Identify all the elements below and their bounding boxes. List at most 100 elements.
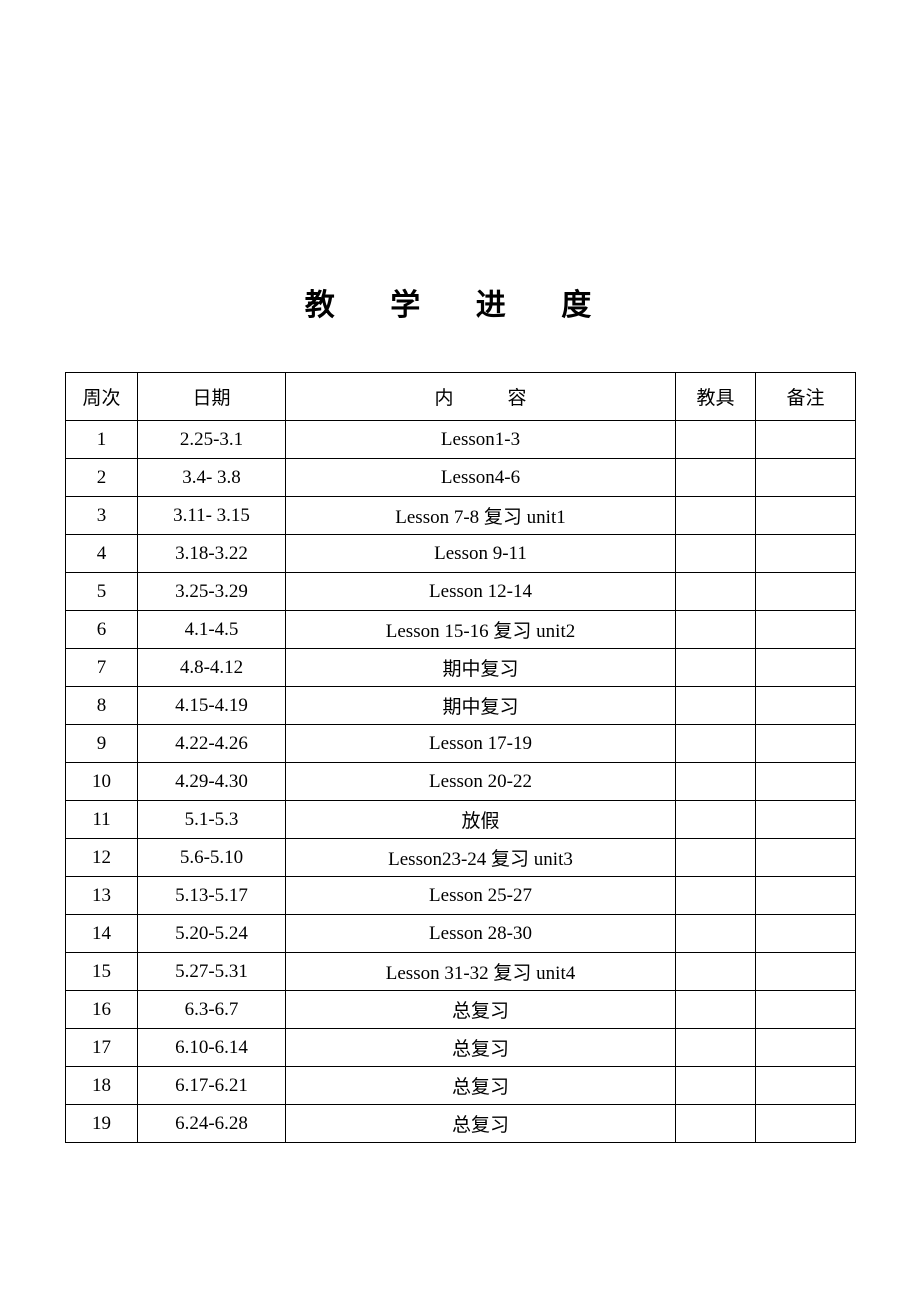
table-row: 53.25-3.29Lesson 12-14 [66, 573, 856, 611]
header-week: 周次 [66, 373, 138, 421]
cell-content: 期中复习 [286, 649, 676, 687]
table-row: 155.27-5.31Lesson 31-32 复习 unit4 [66, 953, 856, 991]
cell-content: 放假 [286, 801, 676, 839]
table-row: 94.22-4.26Lesson 17-19 [66, 725, 856, 763]
cell-date: 4.22-4.26 [138, 725, 286, 763]
header-content: 内容 [286, 373, 676, 421]
document-title: 教 学 进 度 [65, 280, 855, 324]
cell-content: Lesson 28-30 [286, 915, 676, 953]
cell-week: 3 [66, 497, 138, 535]
cell-tool [676, 801, 756, 839]
cell-date: 6.10-6.14 [138, 1029, 286, 1067]
table-row: 145.20-5.24Lesson 28-30 [66, 915, 856, 953]
cell-tool [676, 1105, 756, 1143]
cell-tool [676, 763, 756, 801]
header-date: 日期 [138, 373, 286, 421]
table-header-row: 周次 日期 内容 教具 备注 [66, 373, 856, 421]
table-row: 23.4- 3.8Lesson4-6 [66, 459, 856, 497]
cell-tool [676, 497, 756, 535]
cell-content: Lesson 7-8 复习 unit1 [286, 497, 676, 535]
cell-note [756, 839, 856, 877]
cell-tool [676, 421, 756, 459]
cell-date: 5.6-5.10 [138, 839, 286, 877]
cell-content: Lesson 12-14 [286, 573, 676, 611]
cell-content: Lesson23-24 复习 unit3 [286, 839, 676, 877]
cell-note [756, 915, 856, 953]
cell-week: 8 [66, 687, 138, 725]
cell-week: 18 [66, 1067, 138, 1105]
cell-content: Lesson 25-27 [286, 877, 676, 915]
cell-note [756, 459, 856, 497]
cell-content: Lesson 17-19 [286, 725, 676, 763]
table-row: 64.1-4.5Lesson 15-16 复习 unit2 [66, 611, 856, 649]
table-row: 196.24-6.28总复习 [66, 1105, 856, 1143]
table-row: 176.10-6.14总复习 [66, 1029, 856, 1067]
cell-note [756, 497, 856, 535]
cell-week: 4 [66, 535, 138, 573]
cell-content: Lesson1-3 [286, 421, 676, 459]
cell-week: 9 [66, 725, 138, 763]
cell-tool [676, 687, 756, 725]
cell-note [756, 573, 856, 611]
table-row: 74.8-4.12期中复习 [66, 649, 856, 687]
cell-tool [676, 991, 756, 1029]
cell-note [756, 649, 856, 687]
cell-note [756, 953, 856, 991]
cell-date: 3.18-3.22 [138, 535, 286, 573]
cell-content: 总复习 [286, 1105, 676, 1143]
cell-note [756, 877, 856, 915]
cell-date: 4.1-4.5 [138, 611, 286, 649]
cell-tool [676, 953, 756, 991]
table-row: 12.25-3.1Lesson1-3 [66, 421, 856, 459]
cell-note [756, 801, 856, 839]
cell-content: Lesson 9-11 [286, 535, 676, 573]
cell-tool [676, 839, 756, 877]
table-row: 104.29-4.30Lesson 20-22 [66, 763, 856, 801]
table-row: 186.17-6.21总复习 [66, 1067, 856, 1105]
cell-date: 4.15-4.19 [138, 687, 286, 725]
table-body: 12.25-3.1Lesson1-323.4- 3.8Lesson4-633.1… [66, 421, 856, 1143]
cell-date: 3.25-3.29 [138, 573, 286, 611]
cell-tool [676, 877, 756, 915]
cell-content: Lesson 20-22 [286, 763, 676, 801]
cell-tool [676, 649, 756, 687]
cell-content: Lesson 15-16 复习 unit2 [286, 611, 676, 649]
header-tool: 教具 [676, 373, 756, 421]
cell-week: 10 [66, 763, 138, 801]
cell-note [756, 1029, 856, 1067]
cell-week: 13 [66, 877, 138, 915]
cell-content: 总复习 [286, 1067, 676, 1105]
cell-note [756, 991, 856, 1029]
cell-date: 5.27-5.31 [138, 953, 286, 991]
cell-date: 2.25-3.1 [138, 421, 286, 459]
cell-week: 17 [66, 1029, 138, 1067]
cell-note [756, 535, 856, 573]
cell-week: 2 [66, 459, 138, 497]
cell-tool [676, 535, 756, 573]
cell-note [756, 1067, 856, 1105]
cell-tool [676, 725, 756, 763]
cell-tool [676, 573, 756, 611]
table-row: 84.15-4.19期中复习 [66, 687, 856, 725]
cell-week: 19 [66, 1105, 138, 1143]
cell-tool [676, 611, 756, 649]
cell-week: 15 [66, 953, 138, 991]
cell-week: 6 [66, 611, 138, 649]
cell-week: 14 [66, 915, 138, 953]
cell-tool [676, 1067, 756, 1105]
cell-date: 5.1-5.3 [138, 801, 286, 839]
cell-tool [676, 915, 756, 953]
cell-note [756, 725, 856, 763]
table-row: 125.6-5.10Lesson23-24 复习 unit3 [66, 839, 856, 877]
table-row: 166.3-6.7总复习 [66, 991, 856, 1029]
schedule-table: 周次 日期 内容 教具 备注 12.25-3.1Lesson1-323.4- 3… [65, 372, 856, 1143]
cell-week: 1 [66, 421, 138, 459]
cell-tool [676, 1029, 756, 1067]
cell-content: Lesson 31-32 复习 unit4 [286, 953, 676, 991]
cell-date: 4.8-4.12 [138, 649, 286, 687]
cell-date: 3.4- 3.8 [138, 459, 286, 497]
cell-date: 6.17-6.21 [138, 1067, 286, 1105]
cell-date: 3.11- 3.15 [138, 497, 286, 535]
cell-week: 5 [66, 573, 138, 611]
header-note: 备注 [756, 373, 856, 421]
